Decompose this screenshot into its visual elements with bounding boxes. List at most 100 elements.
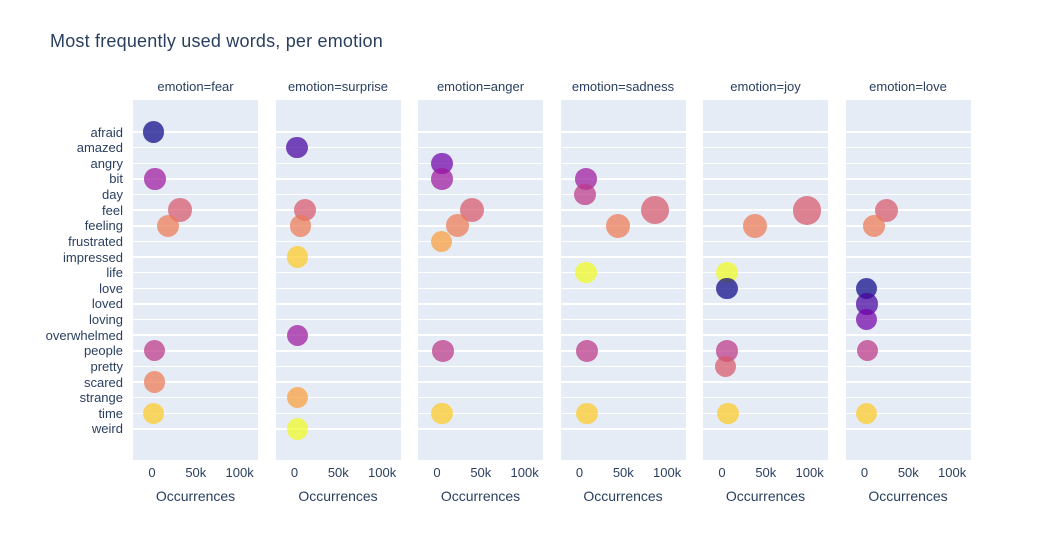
scatter-point-love[interactable] (716, 277, 738, 300)
scatter-point-impressed[interactable] (286, 246, 309, 268)
x-axis-surprise: 0 50k 100k (276, 460, 401, 485)
scatter-point-time[interactable] (576, 402, 598, 425)
gridline (703, 287, 828, 290)
facet-title-surprise: emotion=surprise (287, 79, 389, 94)
gridline (133, 209, 258, 211)
scatter-point-amazed[interactable] (286, 137, 308, 159)
gridline (418, 334, 543, 336)
y-axis-label-strange: strange (79, 390, 123, 406)
y-axis-label-bit: bit (109, 171, 123, 187)
gridline (133, 193, 258, 196)
scatter-point-feeling[interactable] (605, 213, 631, 239)
scatter-point-people[interactable] (143, 340, 166, 362)
scatter-point-loving[interactable] (856, 308, 878, 331)
scatter-point-overwhelmed[interactable] (286, 324, 309, 346)
scatter-point-day[interactable] (574, 183, 596, 206)
y-axis-label-pretty: pretty (90, 358, 123, 374)
gridline (703, 193, 828, 196)
gridline (845, 428, 971, 430)
gridline (418, 256, 543, 258)
y-axis-label-loved: loved (91, 296, 123, 312)
y-axis-label-overwhelmed: overwhelmed (45, 327, 123, 343)
gridline (418, 396, 543, 399)
gridline (275, 334, 401, 336)
scatter-point-people[interactable] (576, 339, 598, 362)
scatter-point-bit[interactable] (144, 168, 166, 190)
gridline (560, 396, 686, 399)
gridline (133, 365, 258, 368)
scatter-point-people[interactable] (856, 340, 879, 362)
gridline (560, 412, 686, 415)
scatter-point-time[interactable] (717, 402, 739, 425)
scatter-point-strange[interactable] (286, 387, 309, 409)
gridline (418, 350, 543, 352)
gridline (845, 240, 971, 243)
scatter-point-time[interactable] (431, 402, 453, 425)
x-tick-label: 100k (368, 465, 397, 480)
x-tick-label: 50k (612, 465, 634, 480)
gridline (418, 162, 543, 164)
gridline (275, 162, 401, 164)
gridline (418, 381, 543, 383)
gridline (275, 303, 401, 305)
gridline (133, 240, 258, 243)
gridline (275, 178, 401, 180)
gridline (418, 225, 543, 227)
x-axis-title: Occurrences (298, 488, 378, 504)
gridline (133, 287, 258, 290)
gridline (418, 318, 543, 321)
facet-title-fear: emotion=fear (157, 79, 234, 94)
scatter-point-pretty[interactable] (714, 355, 737, 378)
gridline (703, 146, 828, 149)
scatter-point-people[interactable] (432, 340, 454, 362)
gridline (845, 271, 971, 274)
gridline (703, 334, 828, 336)
gridline (133, 225, 258, 227)
gridline (703, 365, 828, 368)
gridline (845, 162, 971, 164)
gridline (845, 178, 971, 180)
x-tick-label: 0 (860, 465, 869, 480)
x-tick-label: 50k (327, 465, 349, 480)
gridline (560, 271, 686, 274)
gridline (418, 271, 543, 274)
gridline (275, 146, 401, 149)
scatter-point-feeling[interactable] (289, 215, 312, 237)
gridline (845, 334, 971, 336)
x-tick-label: 50k (755, 465, 777, 480)
x-tick-label: 0 (148, 465, 156, 480)
scatter-point-feeling[interactable] (743, 213, 768, 238)
scatter-point-weird[interactable] (286, 418, 309, 440)
facet-panel-joy (703, 100, 828, 460)
scatter-point-feel[interactable] (792, 195, 822, 225)
scatter-point-feel[interactable] (640, 196, 669, 225)
scatter-point-frustrated[interactable] (430, 230, 453, 253)
scatter-point-time[interactable] (856, 402, 878, 424)
gridline (845, 381, 971, 383)
gridline (560, 428, 686, 430)
facet-joy: emotion=joy 0 50k 100k Occurrences (703, 78, 828, 504)
gridline (703, 396, 828, 399)
scatter-point-feeling[interactable] (156, 214, 179, 237)
gridline (133, 162, 258, 164)
x-axis-title: Occurrences (155, 488, 236, 504)
y-axis-label-time: time (98, 405, 123, 421)
facet-sadness: emotion=sadness 0 50k 100k Occurrences (560, 78, 686, 504)
gridline (275, 287, 401, 290)
facet-panel-surprise (275, 100, 401, 460)
x-tick-label: 50k (185, 465, 207, 480)
scatter-point-feel[interactable] (874, 198, 898, 222)
scatter-point-feeling[interactable] (863, 214, 886, 237)
facet-grid: emotion=fear 0 50k 100k Occurrences emotion=s… (133, 78, 971, 504)
gridline (560, 381, 686, 383)
gridline (845, 256, 971, 258)
scatter-point-life[interactable] (575, 261, 597, 284)
gridline (418, 365, 543, 368)
scatter-point-bit[interactable] (431, 168, 453, 190)
scatter-point-feeling[interactable] (445, 214, 469, 238)
gridline (845, 146, 971, 149)
scatter-point-scared[interactable] (143, 371, 166, 393)
scatter-point-time[interactable] (143, 402, 165, 424)
y-axis-label-frustrated: frustrated (68, 233, 123, 249)
scatter-point-afraid[interactable] (143, 121, 165, 143)
